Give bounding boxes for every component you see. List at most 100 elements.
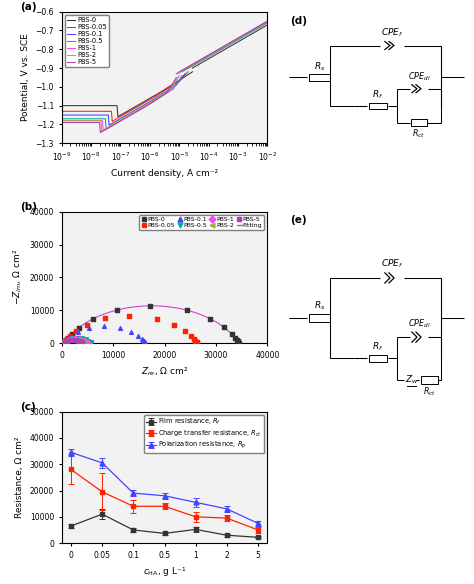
PBS-1 [84, 338, 91, 347]
PBS-0 [207, 314, 214, 324]
PBS-0.05 [60, 338, 68, 347]
Legend: Film resistance, $R_f$, Charge transfer resistance, $R_{ct}$, Polarization resis: Film resistance, $R_f$, Charge transfer … [145, 415, 264, 453]
PBS-0.5 [84, 336, 92, 345]
Fitting [61, 340, 67, 347]
Fitting [236, 339, 241, 346]
Text: $R_s$: $R_s$ [314, 60, 325, 72]
PBS-0.05 [60, 338, 68, 347]
PBS-2 [233, 37, 238, 44]
PBS-2 [80, 338, 88, 347]
Fitting [62, 340, 67, 347]
PBS-1 [59, 339, 67, 348]
Bar [369, 103, 387, 109]
PBS-5 [59, 339, 67, 348]
PBS-0 [241, 35, 246, 42]
PBS-5 [236, 34, 241, 41]
PBS-0 [238, 37, 244, 44]
PBS-1 [264, 18, 270, 25]
PBS-0.05 [255, 24, 261, 31]
PBS-0.1 [64, 334, 72, 343]
PBS-0.5 [255, 25, 261, 32]
Fitting [231, 332, 237, 339]
Text: $CPE_{dl}$: $CPE_{dl}$ [408, 70, 430, 83]
PBS-0.1 [142, 338, 149, 347]
PBS-0.1 [219, 46, 224, 53]
PBS-0.05 [126, 311, 133, 320]
PBS-0.1 [141, 338, 149, 347]
PBS-0.05 [64, 334, 71, 343]
X-axis label: $Z_{re}$, Ω cm²: $Z_{re}$, Ω cm² [141, 366, 188, 378]
PBS-2 [78, 336, 86, 346]
PBS-1 [60, 338, 68, 347]
PBS-0.5 [59, 339, 67, 348]
Text: $CPE_f$: $CPE_f$ [381, 258, 403, 270]
PBS-0.05 [193, 338, 201, 347]
Text: $CPE_f$: $CPE_f$ [381, 27, 403, 40]
Text: $R_{ct}$: $R_{ct}$ [412, 127, 426, 140]
Bar [309, 74, 329, 81]
PBS-0.1 [127, 327, 135, 336]
PBS-5 [78, 338, 85, 347]
PBS-0 [235, 39, 241, 46]
PBS-5 [254, 24, 260, 31]
PBS-2 [60, 338, 67, 347]
PBS-0 [61, 338, 68, 347]
PBS-1 [59, 339, 67, 348]
Text: $R_{ct}$: $R_{ct}$ [423, 385, 436, 398]
PBS-0.05 [153, 314, 160, 324]
PBS-0 [234, 336, 242, 346]
PBS-0.05 [193, 338, 201, 347]
PBS-2 [70, 335, 77, 344]
PBS-0.1 [232, 37, 238, 44]
PBS-0 [90, 314, 97, 324]
PBS-0.1 [60, 338, 67, 347]
PBS-2 [59, 338, 67, 347]
PBS-0 [60, 339, 68, 348]
PBS-0.5 [60, 338, 67, 347]
PBS-1 [67, 334, 75, 343]
Legend: PBS-0, PBS-0.05, PBS-0.1, PBS-0.5, PBS-1, PBS-2, PBS-5, Fitting: PBS-0, PBS-0.05, PBS-0.1, PBS-0.5, PBS-1… [139, 215, 264, 230]
PBS-0.05 [233, 37, 239, 44]
Text: (a): (a) [20, 2, 37, 12]
PBS-2 [66, 335, 74, 344]
PBS-1 [59, 339, 67, 348]
PBS-0.05 [60, 338, 67, 347]
PBS-1 [255, 23, 260, 30]
Text: $R_f$: $R_f$ [373, 89, 383, 101]
Legend: PBS-0, PBS-0.05, PBS-0.1, PBS-0.5, PBS-1, PBS-2, PBS-5: PBS-0, PBS-0.05, PBS-0.1, PBS-0.5, PBS-1… [65, 15, 109, 67]
PBS-1 [59, 338, 67, 347]
PBS-0.05 [237, 35, 242, 42]
PBS-5 [77, 338, 85, 347]
PBS-0.1 [182, 67, 188, 74]
PBS-2 [59, 339, 67, 348]
PBS-2 [175, 70, 181, 77]
PBS-2 [80, 338, 88, 347]
PBS-0.5 [65, 335, 73, 344]
PBS-1 [60, 338, 67, 347]
PBS-2 [62, 336, 69, 346]
PBS-1 [83, 338, 91, 347]
X-axis label: Current density, A cm⁻²: Current density, A cm⁻² [111, 169, 218, 178]
PBS-1 [59, 339, 67, 348]
PBS-5 [63, 336, 71, 345]
PBS-1 [176, 68, 182, 75]
PBS-0 [264, 22, 270, 29]
PBS-0.5 [69, 333, 76, 343]
PBS-0.05 [101, 314, 109, 323]
PBS-0.05 [66, 331, 74, 340]
PBS-1 [216, 46, 221, 53]
PBS-1 [233, 36, 239, 43]
PBS-0.5 [88, 338, 95, 347]
PBS-0.1 [134, 331, 141, 340]
PBS-5 [228, 39, 233, 46]
PBS-0 [63, 335, 70, 345]
PBS-2 [264, 19, 270, 26]
PBS-0.05 [192, 337, 200, 346]
Y-axis label: Potential, V vs. SCE: Potential, V vs. SCE [21, 33, 30, 121]
PBS-0.5 [60, 338, 67, 347]
PBS-5 [61, 337, 69, 346]
PBS-0.5 [59, 338, 67, 347]
Bar [410, 120, 428, 126]
PBS-0.05 [60, 339, 67, 348]
Line: PBS-1: PBS-1 [179, 21, 267, 72]
